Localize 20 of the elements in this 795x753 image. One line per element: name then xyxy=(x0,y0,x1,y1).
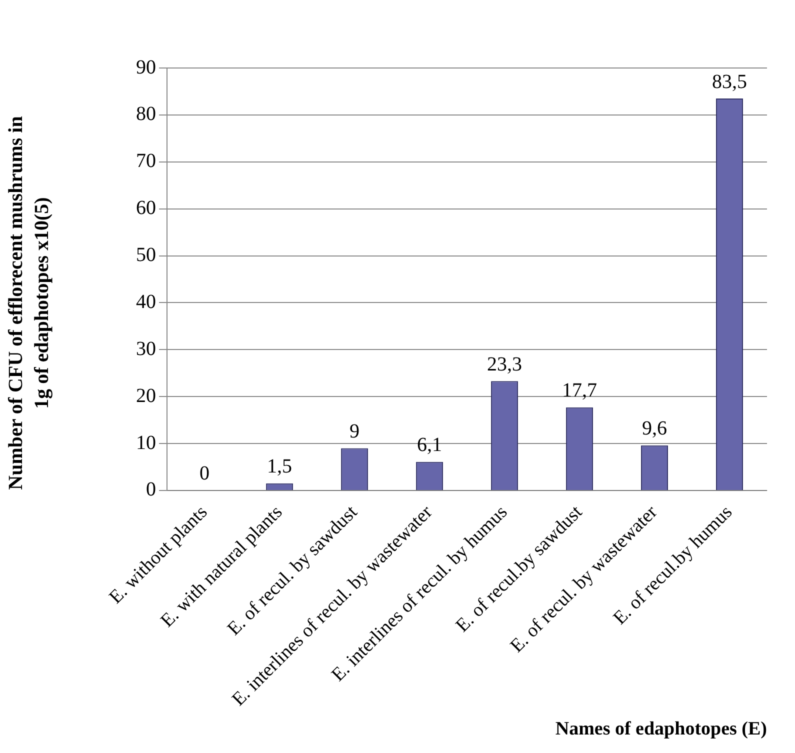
x-axis-title: Names of edaphotopes (E) xyxy=(555,718,767,740)
y-tick-label: 40 xyxy=(136,290,156,313)
y-tick-label: 20 xyxy=(136,384,156,407)
y-tick-label: 80 xyxy=(136,103,156,126)
y-tick-label: 50 xyxy=(136,244,156,266)
y-tick-label: 70 xyxy=(136,150,156,172)
y-tick-label: 10 xyxy=(136,432,156,454)
data-label: 0 xyxy=(200,462,210,485)
data-label: 83,5 xyxy=(712,70,748,93)
y-tick-label: 0 xyxy=(146,478,156,501)
data-label: 17,7 xyxy=(562,380,598,402)
data-label: 23,3 xyxy=(487,353,522,376)
data-label: 6,1 xyxy=(417,434,442,456)
y-tick-label: 60 xyxy=(136,197,156,220)
y-axis-title: Number of CFU of efflorecent mushrums in 1g of edaphotopes x10(5) xyxy=(4,115,54,492)
data-label: 9,6 xyxy=(642,418,668,440)
y-tick-label: 90 xyxy=(136,56,156,78)
data-label: 9 xyxy=(350,420,360,442)
y-tick-label: 30 xyxy=(136,338,156,360)
data-label: 1,5 xyxy=(267,456,292,478)
